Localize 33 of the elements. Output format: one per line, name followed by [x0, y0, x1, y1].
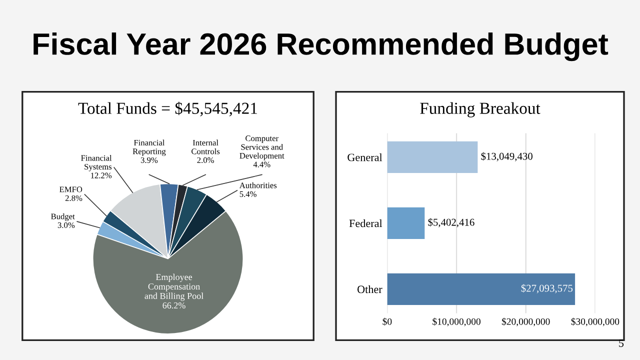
chart-title: Funding Breakout: [420, 102, 540, 118]
slice-label: Budget: [51, 213, 75, 221]
data-label: 3.9%: [140, 157, 158, 163]
data-label: 5.4%: [240, 191, 256, 197]
x-tick-label: $10,000,000: [432, 318, 480, 326]
data-label: 3.0%: [58, 222, 75, 228]
slice-label: Internal Controls: [192, 140, 220, 154]
y-tick-label: General: [348, 153, 382, 162]
y-tick-label: Federal: [349, 219, 382, 228]
bar: [387, 207, 425, 240]
data-label: $27,093,575: [521, 284, 573, 294]
data-label: $13,049,430: [481, 152, 532, 162]
slice-label: Employee Compensation and Billing Pool: [144, 274, 204, 301]
data-label: 12.2%: [91, 172, 112, 178]
slice-label: Computer Services and Development: [240, 136, 284, 160]
chart-title: Total Funds = $45,545,421: [78, 102, 257, 116]
x-tick-label: $20,000,000: [502, 318, 550, 326]
text: Fiscal Year 2026 Recommended Budget: [34, 32, 608, 62]
data-label: 4.4%: [253, 162, 270, 168]
x-tick-label: $0: [382, 318, 392, 326]
data-label: 2.8%: [65, 195, 82, 201]
text: 5: [619, 340, 624, 347]
y-tick-label: Other: [357, 285, 382, 294]
slice-label: EMFO: [60, 186, 82, 192]
bar: [387, 273, 576, 306]
x-tick-label: $30,000,000: [571, 318, 620, 326]
slice-label: Authorities: [239, 182, 277, 188]
slice-label: Financial Reporting: [132, 140, 166, 156]
data-label: 2.0%: [197, 157, 214, 163]
bar: [387, 141, 478, 174]
data-label: 66.2%: [162, 302, 186, 309]
slice-label: Financial Systems: [81, 154, 112, 172]
data-label: $5,402,416: [428, 218, 474, 228]
